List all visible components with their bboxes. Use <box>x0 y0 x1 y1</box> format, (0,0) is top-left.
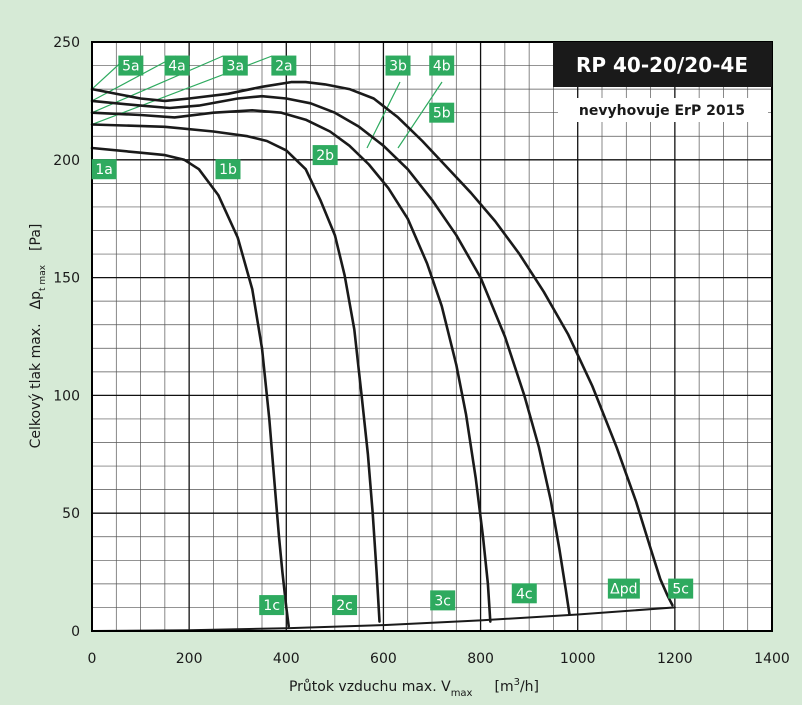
tag-box <box>429 102 455 123</box>
tag-box <box>164 55 190 76</box>
tag-label: 1a <box>95 162 113 178</box>
x-tick-label: 0 <box>88 651 97 667</box>
tag-label: 1c <box>263 598 280 614</box>
y-tick-label: 250 <box>53 35 80 51</box>
curve-2 <box>90 123 381 623</box>
tag-label: 5b <box>433 106 451 122</box>
x-tick-label: 600 <box>370 651 397 667</box>
curve-4 <box>90 94 571 616</box>
tag-box <box>222 55 248 76</box>
curve-1 <box>90 146 291 628</box>
tag-box <box>430 590 456 611</box>
y-tick-label: 150 <box>53 271 80 287</box>
tag-label: 2b <box>316 148 334 164</box>
tag-label: 4a <box>168 59 186 75</box>
tag-label: 1b <box>219 162 237 178</box>
tag-box <box>511 583 537 604</box>
curve-3 <box>90 109 492 623</box>
tag-box <box>215 159 241 180</box>
tag-label: 2c <box>336 598 353 614</box>
tag-box <box>607 578 640 599</box>
tag-label: 3b <box>389 59 407 75</box>
tag-label: 4b <box>433 59 451 75</box>
tag-box <box>385 55 411 76</box>
subtitle-box <box>558 98 768 122</box>
x-tick-label: 1200 <box>657 651 693 667</box>
y-tick-label: 100 <box>53 388 80 404</box>
tag-box <box>91 159 117 180</box>
x-tick-label: 1400 <box>754 651 790 667</box>
y-axis-label: Celkový tlak max.Δpt max[Pa] <box>28 224 48 449</box>
tag-box <box>118 55 144 76</box>
tag-box <box>668 578 694 599</box>
tag-label: Δpd <box>610 582 637 598</box>
title-box <box>553 42 772 87</box>
x-tick-label: 1000 <box>560 651 596 667</box>
chart-title: RP 40-20/20-4E <box>576 53 748 77</box>
tag-label: 3c <box>434 593 451 609</box>
plot-frame <box>91 41 773 632</box>
leader-line-4a <box>91 55 177 102</box>
x-tick-label: 400 <box>273 651 300 667</box>
y-tick-label: 0 <box>71 624 80 640</box>
x-tick-label: 800 <box>467 651 494 667</box>
chart-subtitle: nevyhovuje ErP 2015 <box>579 103 745 119</box>
tag-label: 4c <box>516 586 533 602</box>
tag-label: 5a <box>122 59 140 75</box>
leader-line-4b <box>397 81 443 149</box>
tag-box <box>429 55 455 76</box>
tag-box <box>271 55 297 76</box>
tag-box <box>332 595 358 616</box>
tag-label: 3a <box>227 59 245 75</box>
tag-box <box>312 145 338 166</box>
y-tick-label: 50 <box>62 506 80 522</box>
x-axis-label: Průtok vzduchu max. Vmax [m3/h] <box>289 677 539 699</box>
tag-box <box>259 595 285 616</box>
tag-label: 5c <box>672 582 689 598</box>
tag-label: 2a <box>275 59 293 75</box>
x-tick-label: 200 <box>176 651 203 667</box>
y-tick-label: 200 <box>53 153 80 169</box>
curve-5 <box>90 80 674 607</box>
